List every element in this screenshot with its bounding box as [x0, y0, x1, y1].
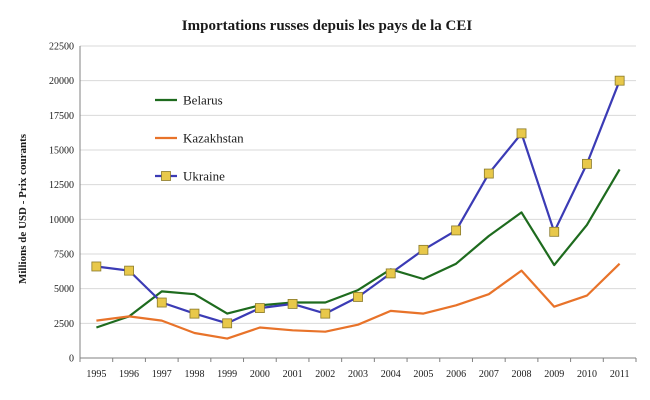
y-tick-label: 12500 — [49, 180, 74, 191]
y-tick-label: 22500 — [49, 42, 74, 53]
legend-marker-ukraine — [161, 171, 171, 181]
axes: 0 2500 5000 7500 10000 12500 15000 17500 20000 22… — [49, 42, 637, 380]
x-tick-label: 2009 — [544, 369, 564, 380]
data-point-ukraine — [189, 308, 200, 319]
gridlines — [80, 45, 636, 324]
data-point-ukraine — [91, 261, 102, 272]
data-point-ukraine — [353, 292, 363, 302]
y-tick-label: 17500 — [49, 111, 74, 122]
x-tick-label: 2007 — [479, 369, 499, 380]
data-point-ukraine — [156, 297, 167, 308]
chart-title: Importations russes depuis les pays de l… — [182, 18, 473, 34]
x-tick-label: 2004 — [381, 369, 401, 380]
y-tick-label: 7500 — [54, 250, 74, 261]
legend-label-kazakhstan: Kazakhstan — [183, 131, 244, 146]
x-tick-label: 1996 — [119, 369, 139, 380]
data-point-ukraine — [549, 226, 560, 237]
x-tick-label: 2008 — [512, 369, 532, 380]
series-line-kazakhstan — [96, 262, 621, 340]
data-point-ukraine — [418, 244, 429, 255]
y-axis-label: Millions de USD - Prix courants — [17, 133, 29, 284]
y-tick-label: 2500 — [54, 319, 74, 330]
legend-label-belarus: Belarus — [183, 93, 223, 108]
x-tick-label: 2006 — [446, 369, 466, 380]
x-tick-label: 2005 — [413, 369, 433, 380]
y-tick-label: 5000 — [54, 284, 74, 295]
x-tick-label: 1995 — [86, 369, 106, 380]
x-tick-label: 1999 — [217, 369, 237, 380]
data-point-ukraine — [516, 128, 527, 139]
x-tick-label: 2011 — [610, 369, 630, 380]
y-tick-label: 20000 — [49, 76, 74, 87]
data-point-ukraine — [385, 268, 396, 279]
data-point-ukraine — [451, 225, 462, 236]
data-point-ukraine — [287, 299, 298, 309]
data-point-ukraine — [582, 158, 592, 169]
x-tick-label: 2003 — [348, 369, 368, 380]
y-tick-label: 15000 — [49, 146, 74, 157]
series-line-belarus — [96, 168, 621, 329]
data-point-ukraine — [222, 318, 233, 329]
x-tick-label: 2002 — [315, 369, 335, 380]
x-tick-label: 2001 — [283, 369, 303, 380]
series-line-ukraine — [96, 80, 621, 325]
x-tick-label: 2010 — [577, 369, 597, 380]
data-point-ukraine — [320, 308, 331, 319]
data-point-ukraine — [124, 265, 134, 276]
legend: Belarus Kazakhstan Ukraine — [155, 93, 244, 184]
series-lines — [91, 75, 625, 340]
data-point-ukraine — [614, 75, 625, 86]
y-tick-label: 0 — [69, 354, 74, 365]
y-tick-label: 10000 — [49, 215, 74, 226]
data-point-ukraine — [483, 168, 494, 179]
x-tick-label: 2000 — [250, 369, 270, 380]
x-tick-label: 1997 — [152, 369, 172, 380]
data-point-ukraine — [254, 303, 265, 313]
legend-label-ukraine: Ukraine — [183, 169, 225, 184]
x-tick-label: 1998 — [184, 369, 204, 380]
